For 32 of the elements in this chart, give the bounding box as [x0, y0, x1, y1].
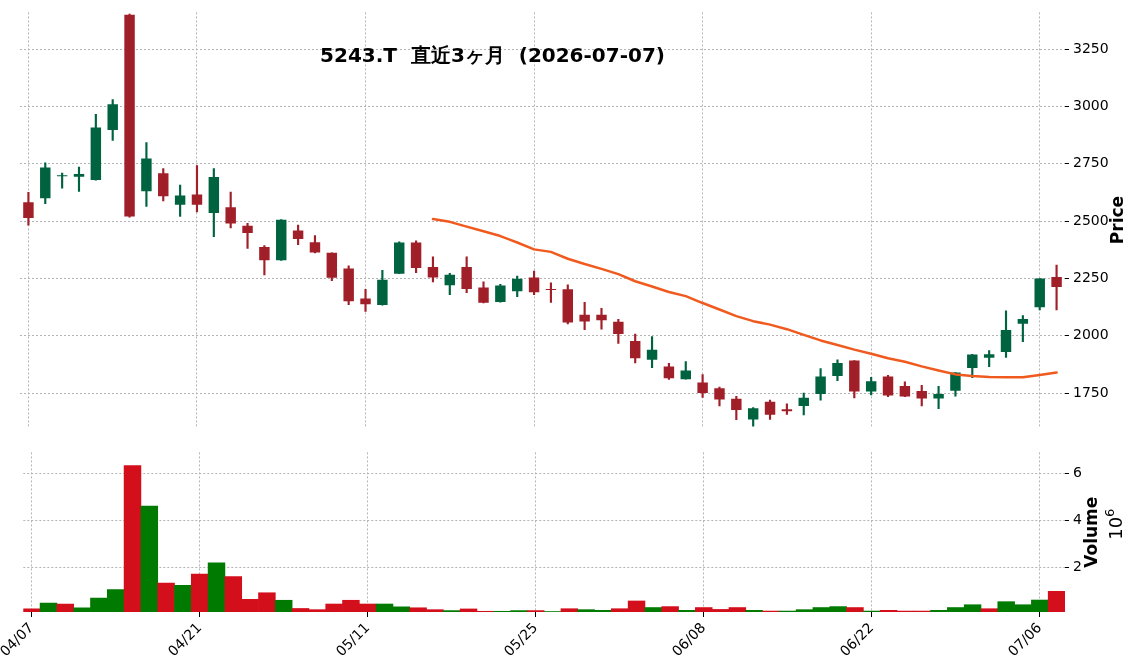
bar [274, 599, 293, 612]
y-tick-label: 4 [1073, 511, 1082, 528]
y-axis-title: Volume [1081, 496, 1102, 568]
bar [846, 607, 864, 612]
y-tick-label: 6 [1073, 464, 1082, 481]
bar [174, 584, 192, 612]
y-tick-label: 3000 [1073, 97, 1109, 114]
bar [39, 602, 58, 612]
y-tick-label: 2250 [1073, 269, 1109, 286]
bar [980, 608, 999, 612]
y-tick-label: 2000 [1073, 326, 1109, 343]
text: 106 [1102, 508, 1126, 540]
bar [1047, 591, 1065, 612]
bar [140, 505, 159, 612]
candlestick [276, 219, 287, 261]
bar [661, 606, 679, 612]
candlestick [697, 374, 708, 398]
text: 5243.T 直近3ヶ月 (2026-07-07) [320, 42, 665, 67]
bar [190, 573, 209, 612]
y-tick-label: 2 [1073, 558, 1082, 575]
bar [207, 562, 226, 612]
bar [123, 465, 142, 612]
bar [560, 608, 579, 612]
bar [56, 603, 75, 612]
bar [644, 607, 663, 612]
bar [157, 582, 175, 612]
y-tick-label: 2500 [1073, 211, 1109, 228]
candlestick [73, 166, 85, 192]
y-axis-title: Price [1107, 195, 1128, 245]
y-tick-label: 1750 [1073, 383, 1109, 400]
y-tick-label: 3250 [1073, 39, 1109, 56]
y-tick-label: 2750 [1073, 154, 1109, 171]
